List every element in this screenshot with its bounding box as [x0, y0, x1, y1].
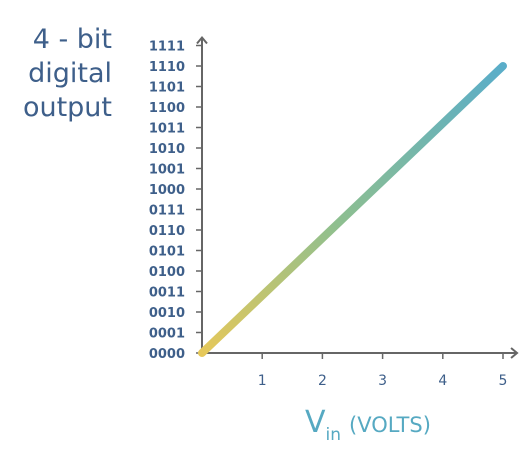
- x-axis-label-sub: in: [326, 425, 342, 445]
- x-axis-label-main: V: [305, 405, 326, 440]
- x-tick-label: 2: [318, 373, 327, 389]
- x-tick-label: 3: [378, 373, 387, 389]
- y-tick-label: 1110: [149, 60, 185, 75]
- x-tick-label: 5: [499, 373, 508, 389]
- y-tick-label: 1001: [149, 163, 185, 178]
- x-tick-label: 4: [438, 373, 447, 389]
- y-tick-label: 1111: [149, 40, 185, 55]
- y-tick-label: 1010: [149, 142, 185, 157]
- chart-title-line-2: digital: [28, 58, 112, 89]
- y-tick-label: 0101: [149, 245, 185, 260]
- chart-title-line-3: output: [23, 92, 112, 123]
- x-axis-label-unit: (VOLTS): [349, 413, 431, 437]
- y-tick-label: 0010: [149, 306, 185, 321]
- y-tick-labels: 0000 0001 0010 0011 0100 0101 0110 0111 1000 1001…: [149, 40, 185, 363]
- y-tick-label: 1101: [149, 81, 185, 96]
- series-line: [202, 66, 503, 353]
- y-tick-label: 0011: [149, 286, 185, 301]
- chart-title-line-1: 4 - bit: [33, 24, 112, 55]
- y-tick-label: 0001: [149, 327, 185, 342]
- y-tick-label: 0000: [149, 347, 185, 362]
- y-tick-label: 1000: [149, 183, 185, 198]
- x-tick-labels: 1 2 3 4 5: [258, 373, 508, 389]
- y-tick-label: 0111: [149, 204, 185, 219]
- y-tick-label: 1100: [149, 101, 185, 116]
- y-tick-label: 0110: [149, 224, 185, 239]
- x-axis-label: Vin (VOLTS): [305, 405, 431, 445]
- x-tick-label: 1: [258, 373, 267, 389]
- y-tick-label: 1011: [149, 122, 185, 137]
- series-group: [202, 66, 503, 353]
- y-tick-label: 0100: [149, 265, 185, 280]
